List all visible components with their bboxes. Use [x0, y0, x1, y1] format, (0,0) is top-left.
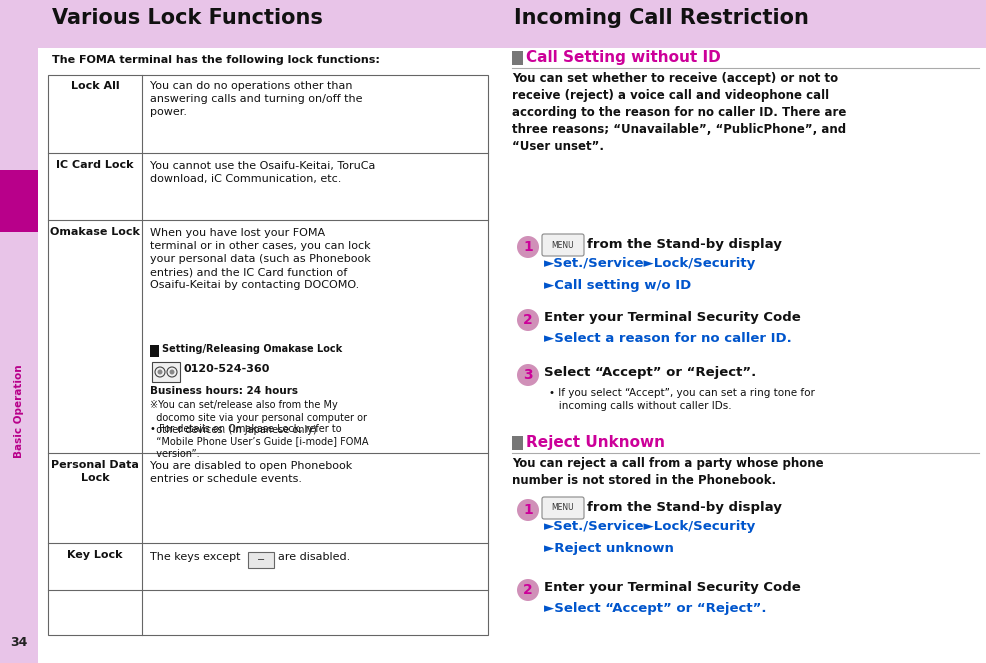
Text: Reject Unknown: Reject Unknown [526, 435, 665, 450]
Bar [0, 0, 38, 663]
Bar [0, 170, 38, 232]
Text: Enter your Terminal Security Code: Enter your Terminal Security Code [543, 311, 800, 324]
Text: MENU: MENU [551, 503, 574, 512]
Bar [152, 362, 179, 382]
Text: Business hours: 24 hours: Business hours: 24 hours [150, 386, 298, 396]
Text: Setting/Releasing Omakase Lock: Setting/Releasing Omakase Lock [162, 344, 342, 354]
Bar [48, 75, 487, 635]
Text: Various Lock Functions: Various Lock Functions [52, 8, 322, 28]
Text: ►Select “Accept” or “Reject”.: ►Select “Accept” or “Reject”. [543, 602, 766, 615]
Text: Call Setting without ID: Call Setting without ID [526, 50, 720, 65]
Text: You cannot use the Osaifu-Keitai, ToruCa
download, iC Communication, etc.: You cannot use the Osaifu-Keitai, ToruCa… [150, 161, 375, 184]
Text: • If you select “Accept”, you can set a ring tone for
   incoming calls without : • If you select “Accept”, you can set a … [548, 388, 814, 411]
Circle shape [517, 364, 538, 386]
Text: 2: 2 [523, 313, 532, 327]
Text: ※You can set/release also from the My
  docomo site via your personal computer o: ※You can set/release also from the My do… [150, 400, 367, 435]
Text: Enter your Terminal Security Code: Enter your Terminal Security Code [543, 581, 800, 594]
Bar [500, 0, 986, 48]
Text: 0120-524-360: 0120-524-360 [183, 364, 270, 374]
FancyBboxPatch shape [541, 497, 584, 519]
Text: You can do no operations other than
answering calls and turning on/off the
power: You can do no operations other than answ… [150, 81, 362, 117]
Text: • For details on Omakase Lock, refer to
  “Mobile Phone User’s Guide [i-mode] FO: • For details on Omakase Lock, refer to … [150, 424, 368, 459]
Circle shape [155, 367, 165, 377]
Text: You can set whether to receive (accept) or not to
receive (reject) a voice call : You can set whether to receive (accept) … [512, 72, 846, 153]
Text: 34: 34 [10, 636, 28, 650]
Text: 1: 1 [523, 503, 532, 517]
Text: 3: 3 [523, 368, 532, 382]
Circle shape [517, 579, 538, 601]
Text: The FOMA terminal has the following lock functions:: The FOMA terminal has the following lock… [52, 55, 380, 65]
Text: ►Select a reason for no caller ID.: ►Select a reason for no caller ID. [543, 332, 791, 345]
Text: Incoming Call Restriction: Incoming Call Restriction [514, 8, 809, 28]
Text: from the Stand-by display: from the Stand-by display [587, 501, 781, 514]
Text: Key Lock: Key Lock [67, 550, 122, 560]
Text: IC Card Lock: IC Card Lock [56, 160, 134, 170]
Text: are disabled.: are disabled. [278, 552, 350, 562]
Text: −: − [256, 555, 265, 565]
Bar [150, 345, 159, 357]
Bar [512, 436, 523, 450]
Circle shape [170, 369, 175, 375]
FancyBboxPatch shape [541, 234, 584, 256]
Text: 1: 1 [523, 240, 532, 254]
Text: Lock All: Lock All [71, 81, 119, 91]
Text: You can reject a call from a party whose phone
number is not stored in the Phone: You can reject a call from a party whose… [512, 457, 822, 487]
Text: Omakase Lock: Omakase Lock [50, 227, 140, 237]
Circle shape [517, 236, 538, 258]
Text: Select “Accept” or “Reject”.: Select “Accept” or “Reject”. [543, 366, 755, 379]
Circle shape [158, 369, 163, 375]
Bar [38, 0, 500, 48]
Text: Basic Operation: Basic Operation [14, 364, 24, 458]
Text: MENU: MENU [551, 241, 574, 249]
Text: Personal Data
Lock: Personal Data Lock [51, 460, 139, 483]
Text: ►Reject unknown: ►Reject unknown [543, 542, 673, 555]
Bar [247, 552, 274, 568]
Text: 2: 2 [523, 583, 532, 597]
Text: ►Set./Service►Lock/Security: ►Set./Service►Lock/Security [543, 257, 755, 270]
Bar [512, 51, 523, 65]
Text: The keys except: The keys except [150, 552, 241, 562]
Text: You are disabled to open Phonebook
entries or schedule events.: You are disabled to open Phonebook entri… [150, 461, 352, 484]
Circle shape [517, 309, 538, 331]
Text: ►Call setting w/o ID: ►Call setting w/o ID [543, 279, 690, 292]
Text: ►Set./Service►Lock/Security: ►Set./Service►Lock/Security [543, 520, 755, 533]
Text: from the Stand-by display: from the Stand-by display [587, 238, 781, 251]
Circle shape [167, 367, 176, 377]
Circle shape [517, 499, 538, 521]
Text: When you have lost your FOMA
terminal or in other cases, you can lock
your perso: When you have lost your FOMA terminal or… [150, 228, 371, 290]
